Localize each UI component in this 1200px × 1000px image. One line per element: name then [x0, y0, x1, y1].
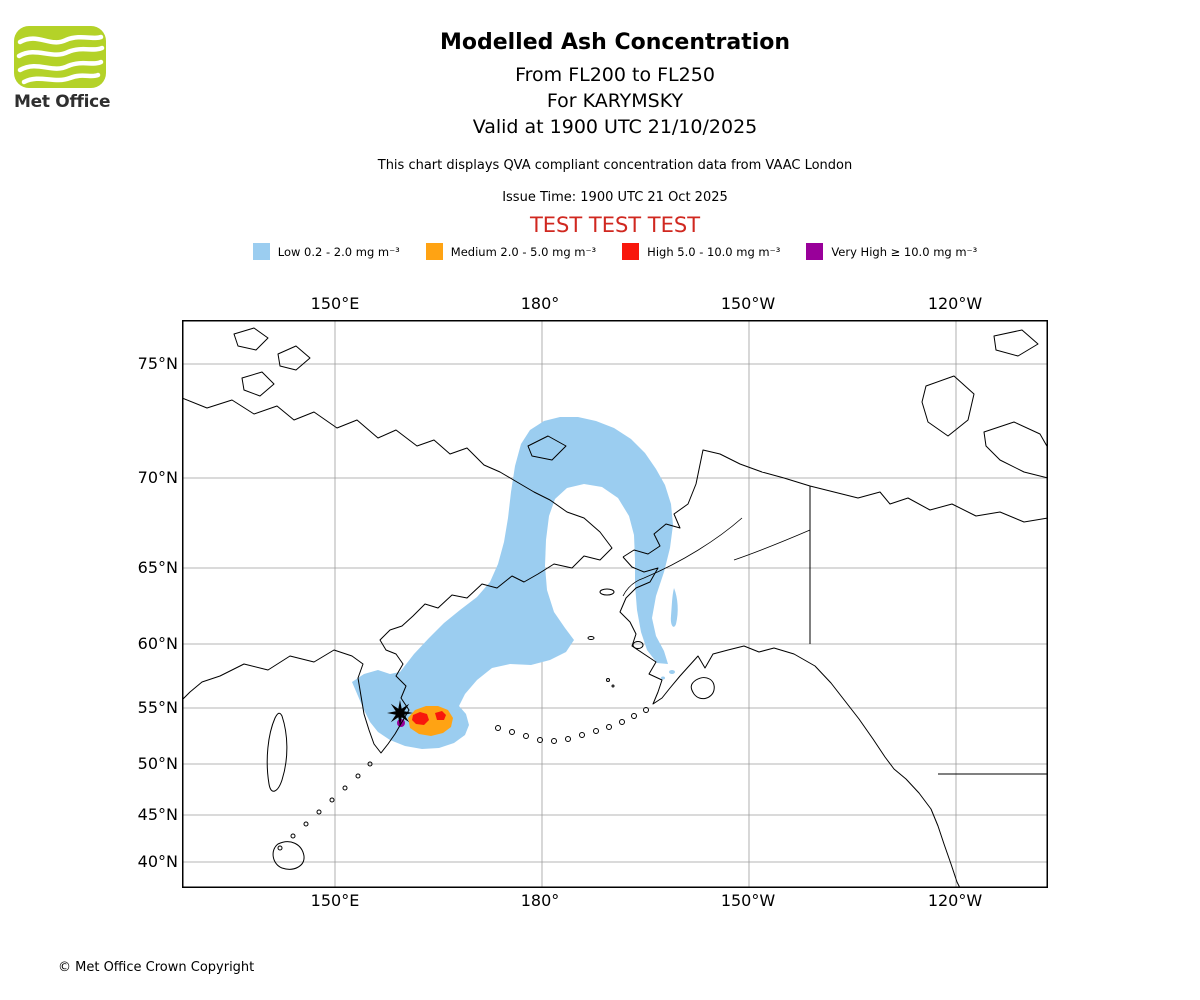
map-panel: [181, 320, 1049, 889]
y-tick-60N: 60°N: [137, 634, 178, 653]
legend-label-medium: Medium 2.0 - 5.0 mg m⁻³: [450, 244, 597, 259]
y-tick-45N: 45°N: [137, 805, 178, 824]
legend-item-high: High 5.0 - 10.0 mg m⁻³: [622, 243, 780, 260]
legend-label-low: Low 0.2 - 2.0 mg m⁻³: [277, 244, 400, 259]
met-office-logo-graphic: [14, 26, 106, 88]
met-office-logo: Met Office: [14, 26, 114, 112]
page-title: Modelled Ash Concentration: [439, 30, 791, 55]
issue-time: Issue Time: 1900 UTC 21 Oct 2025: [502, 190, 728, 205]
legend-item-medium: Medium 2.0 - 5.0 mg m⁻³: [425, 243, 597, 260]
grid-lines: [182, 320, 1048, 888]
subtitle-volcano: For KARYMSKY: [546, 90, 684, 112]
hokkaido-island: [272, 841, 305, 870]
y-tick-50N: 50°N: [137, 754, 178, 773]
x-tick-top-150E: 150°E: [310, 294, 360, 313]
political-borders: [809, 486, 1048, 775]
x-tick-top-120W: 120°W: [927, 294, 983, 313]
legend-swatch-high: [622, 243, 640, 260]
x-tick-top-150W: 150°W: [720, 294, 776, 313]
copyright-notice: © Met Office Crown Copyright: [58, 960, 255, 975]
legend-item-very-high: Very High ≥ 10.0 mg m⁻³: [806, 243, 977, 260]
legend-swatch-low: [252, 243, 270, 260]
map-svg: [181, 320, 1049, 889]
canadian-arctic-islands: [921, 329, 1049, 479]
volcano-marker: [387, 700, 413, 726]
sakhalin-island: [266, 712, 288, 792]
bering-sea-islands: [587, 588, 644, 688]
legend-swatch-medium: [425, 243, 443, 260]
ash-plume-high: [412, 711, 446, 725]
subtitle-flight-levels: From FL200 to FL250: [515, 64, 715, 86]
coastlines: [181, 327, 1049, 889]
legend-label-high: High 5.0 - 10.0 mg m⁻³: [647, 244, 781, 259]
x-tick-bottom-180: 180°: [520, 891, 560, 910]
kuril-islands: [277, 761, 373, 851]
x-tick-top-180: 180°: [520, 294, 560, 313]
y-tick-55N: 55°N: [137, 698, 178, 717]
y-tick-75N: 75°N: [137, 354, 178, 373]
rivers: [622, 517, 811, 597]
y-tick-65N: 65°N: [137, 558, 178, 577]
qva-description: This chart displays QVA compliant concen…: [377, 158, 853, 173]
map-border: [182, 320, 1048, 888]
x-tick-bottom-150W: 150°W: [720, 891, 776, 910]
kodiak-island: [690, 677, 715, 700]
y-tick-40N: 40°N: [137, 852, 178, 871]
ash-plume-low: [352, 417, 678, 749]
y-tick-70N: 70°N: [137, 468, 178, 487]
new-siberian-islands: [233, 327, 311, 397]
subtitle-valid-time: Valid at 1900 UTC 21/10/2025: [472, 116, 758, 138]
wrangel-island: [527, 435, 567, 461]
legend-item-low: Low 0.2 - 2.0 mg m⁻³: [252, 243, 400, 260]
x-tick-bottom-120W: 120°W: [927, 891, 983, 910]
aleutian-islands: [495, 707, 649, 744]
legend-swatch-very-high: [806, 243, 824, 260]
met-office-logo-text: Met Office: [14, 92, 111, 112]
x-tick-bottom-150E: 150°E: [310, 891, 360, 910]
legend-label-very-high: Very High ≥ 10.0 mg m⁻³: [831, 244, 978, 259]
legend: Low 0.2 - 2.0 mg m⁻³ Medium 2.0 - 5.0 mg…: [30, 243, 1200, 260]
test-banner: TEST TEST TEST: [529, 213, 701, 237]
